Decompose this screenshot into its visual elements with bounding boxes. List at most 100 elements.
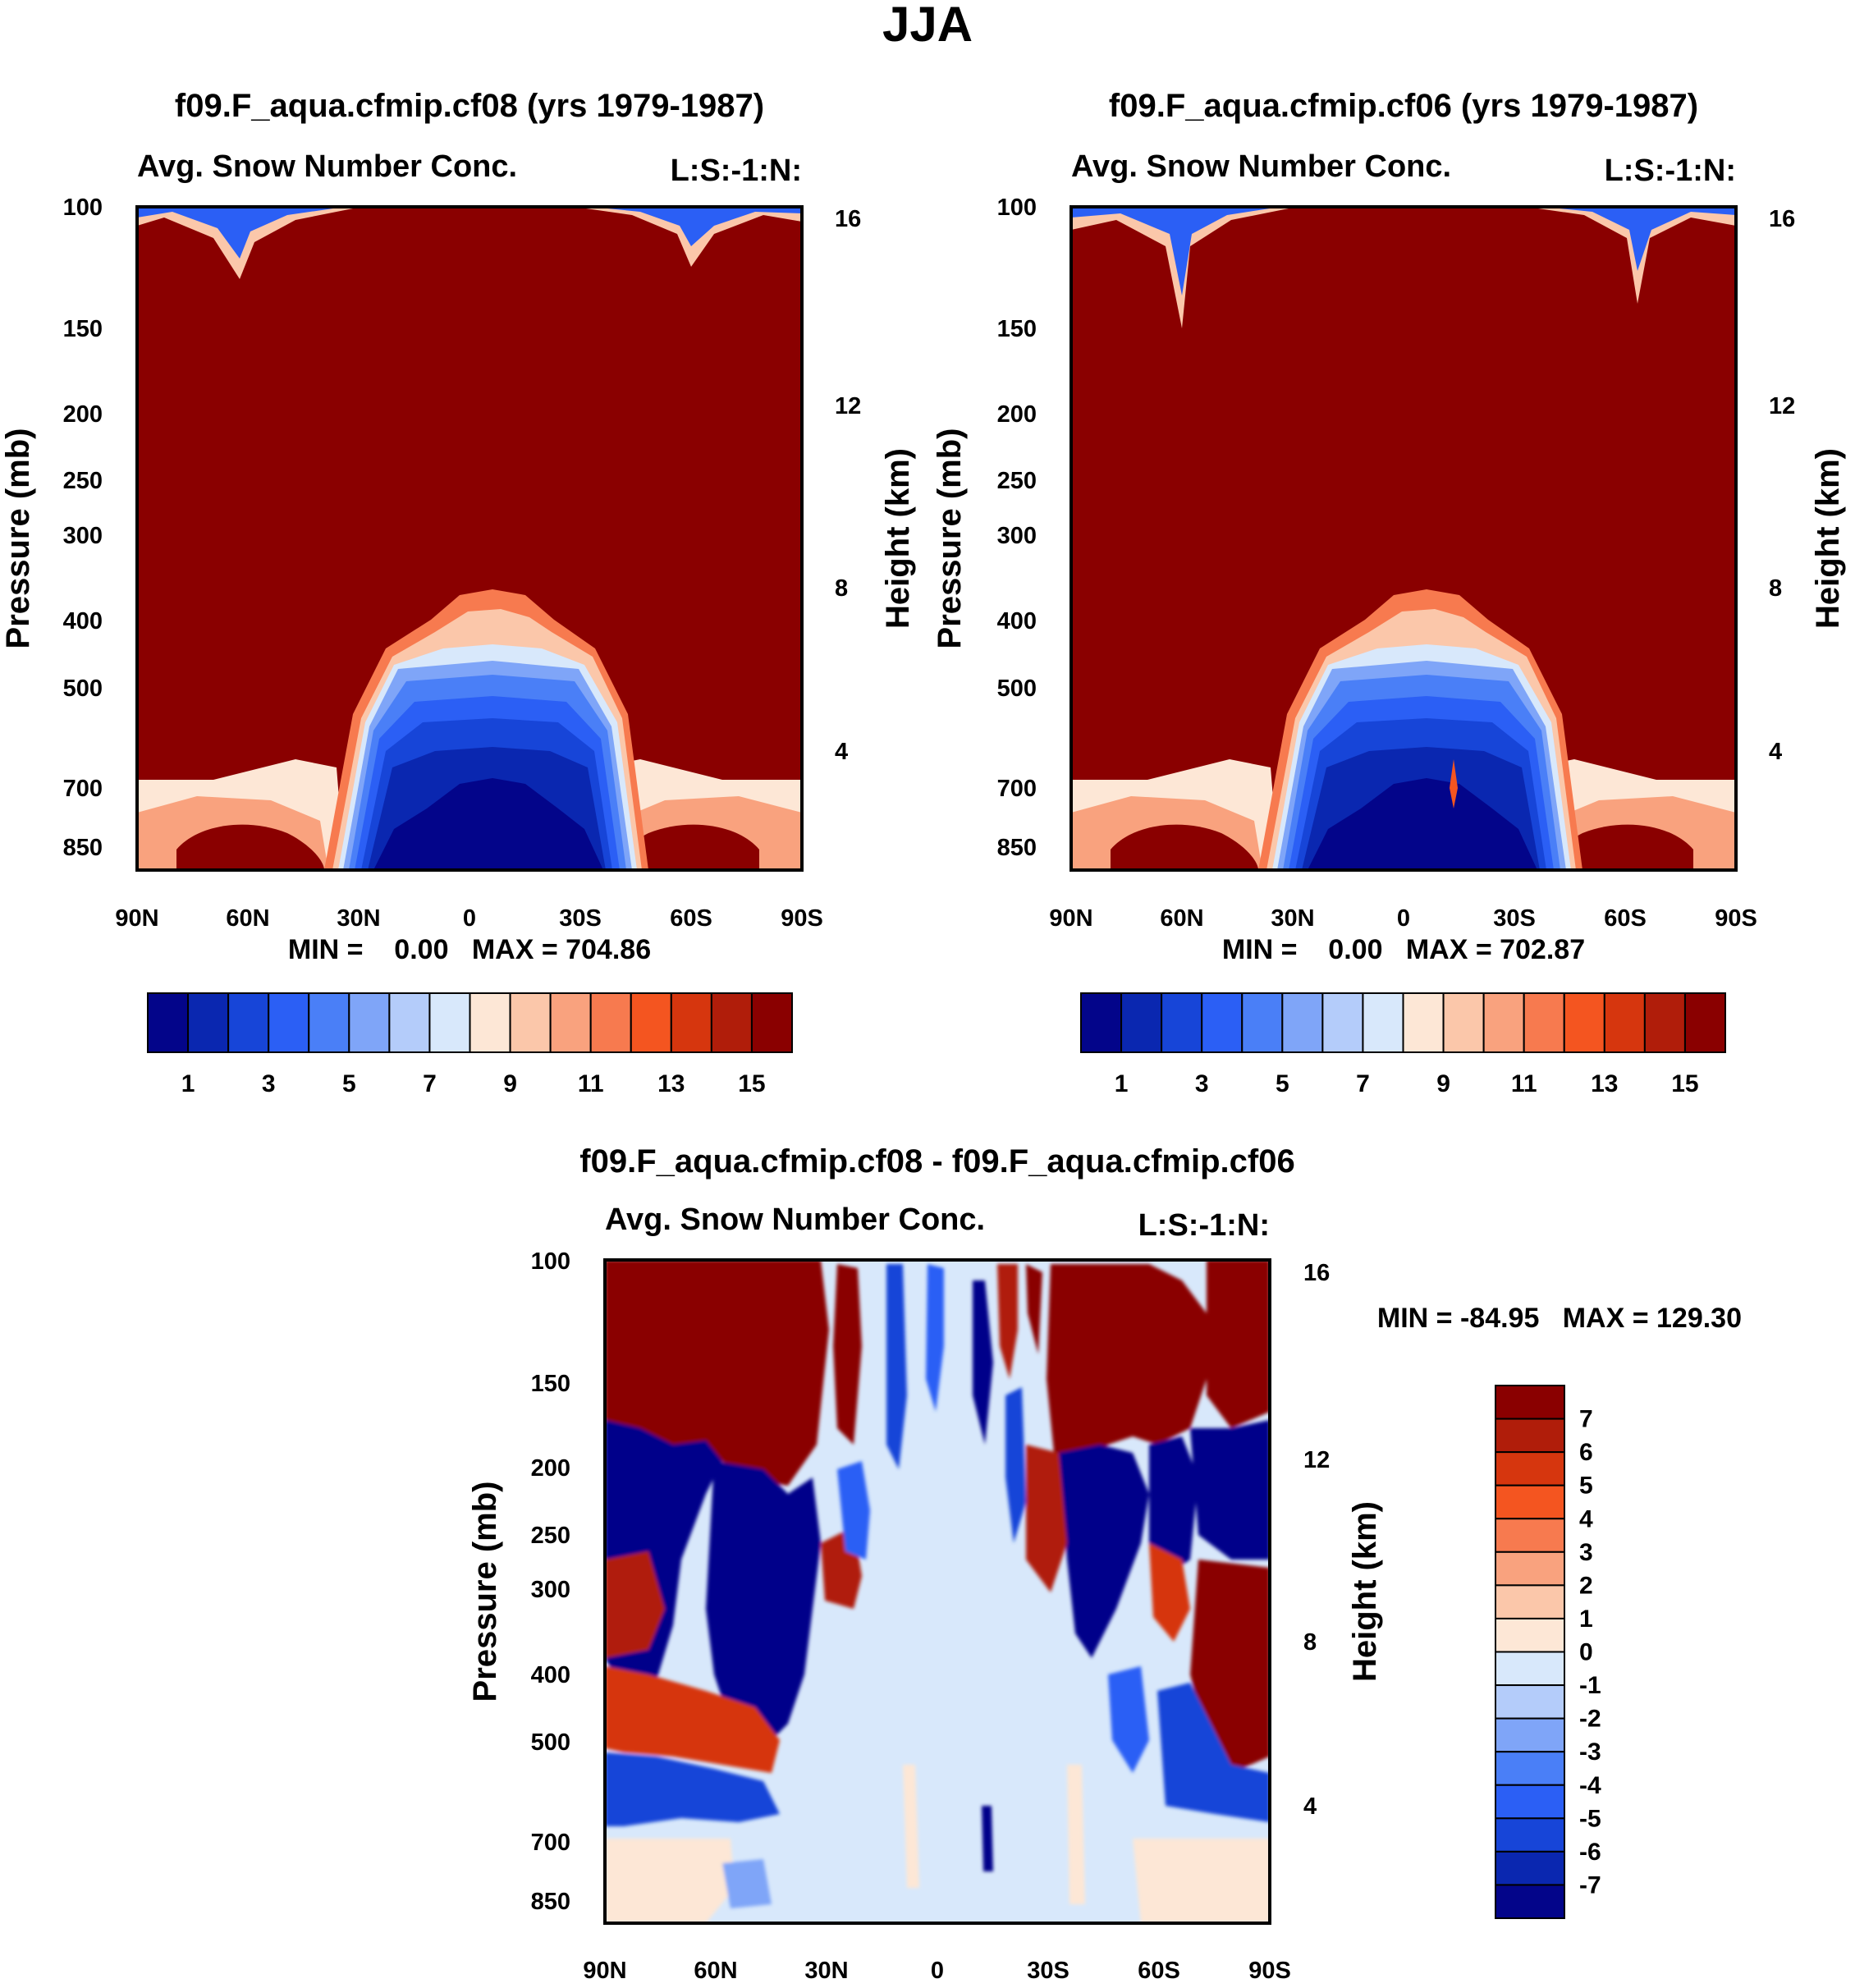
panel-title: f09.F_aqua.cfmip.cf08 (yrs 1979-1987) xyxy=(175,88,764,124)
panel-cf06: f09.F_aqua.cfmip.cf06 (yrs 1979-1987) Av… xyxy=(932,88,1846,1097)
y-right-tick-label: 12 xyxy=(1769,393,1795,419)
blob-red xyxy=(1026,1445,1067,1592)
x-tick-label: 90S xyxy=(1248,1958,1291,1984)
y-right-tick-label: 16 xyxy=(1769,206,1795,232)
colorbar-swatch xyxy=(1080,992,1123,1053)
blob-red xyxy=(1026,1264,1042,1354)
colorbar-label: 5 xyxy=(1579,1473,1593,1500)
colorbar-swatch xyxy=(308,992,350,1053)
colorbar-swatch xyxy=(268,992,310,1053)
panel-cf08: f09.F_aqua.cfmip.cf08 (yrs 1979-1987) Av… xyxy=(0,88,916,1097)
colorbar: 7 6 5 4 3 2 1 0 -1 -2 -3 -4 -5 -6 -7 xyxy=(1495,1385,1601,1919)
blob-red xyxy=(833,1264,862,1445)
top-dip-left-inner xyxy=(1071,207,1280,295)
blob-pale-red xyxy=(1067,1765,1085,1904)
colorbar-swatch xyxy=(1563,992,1605,1053)
x-axis: 90N 60N 30N 0 30S 60S 90S xyxy=(1049,905,1757,932)
colorbar-swatch xyxy=(1201,992,1244,1053)
x-tick-label: 30S xyxy=(559,905,602,932)
blob-blue xyxy=(1157,1683,1270,1822)
blob-blue xyxy=(1190,1420,1270,1560)
x-tick-label: 90N xyxy=(115,905,158,932)
colorbar-swatch xyxy=(1120,992,1163,1053)
y-tick-label: 150 xyxy=(531,1371,570,1397)
top-dip-right-inner xyxy=(1543,207,1736,271)
y-tick-label: 850 xyxy=(997,835,1037,861)
panel-subtitle-left: Avg. Snow Number Conc. xyxy=(137,149,517,184)
colorbar-swatch xyxy=(1495,1651,1565,1687)
colorbar-swatch xyxy=(1495,1518,1565,1553)
colorbar-swatch xyxy=(1495,1850,1565,1886)
y-tick-label: 250 xyxy=(63,468,103,494)
colorbar-swatch xyxy=(1495,1684,1565,1720)
colorbar-swatch xyxy=(1495,1617,1565,1653)
colorbar-label: 7 xyxy=(423,1070,437,1097)
y-tick-label: 150 xyxy=(997,316,1037,342)
colorbar-label: 15 xyxy=(1671,1070,1698,1097)
y-right-tick-label: 12 xyxy=(835,393,861,419)
y-tick-label: 500 xyxy=(531,1729,570,1756)
panel-subtitle-right: L:S:-1:N: xyxy=(671,153,802,188)
panel-difference: f09.F_aqua.cfmip.cf08 - f09.F_aqua.cfmip… xyxy=(467,1143,1742,1984)
colorbar-label: 0 xyxy=(1579,1639,1593,1666)
colorbar-swatch xyxy=(1495,1717,1565,1753)
min-max-label: MIN = 0.00 MAX = 702.87 xyxy=(1222,934,1585,965)
colorbar-label: -1 xyxy=(1579,1672,1601,1699)
panel-subtitle-right: L:S:-1:N: xyxy=(1605,153,1736,188)
y-axis-title: Pressure (mb) xyxy=(467,1482,503,1702)
colorbar-swatch xyxy=(1495,1451,1565,1486)
y-right-tick-label: 8 xyxy=(1303,1629,1317,1656)
colorbar-swatch xyxy=(1495,1418,1565,1454)
blob-blue xyxy=(722,1859,772,1908)
blob-red xyxy=(1149,1543,1190,1642)
blob-blue xyxy=(706,1461,821,1748)
x-tick-label: 60N xyxy=(694,1958,737,1984)
colorbar-label: 9 xyxy=(1436,1070,1450,1097)
low-band-left-core xyxy=(1111,824,1258,870)
low-band-right-core xyxy=(1546,824,1693,870)
colorbar-swatch xyxy=(1281,992,1324,1053)
colorbar-swatch xyxy=(1495,1385,1565,1420)
colorbar-label: -3 xyxy=(1579,1738,1601,1766)
colorbar-label: 2 xyxy=(1579,1572,1593,1599)
contour-field xyxy=(605,1260,1270,1923)
y-axis-title: Pressure (mb) xyxy=(932,428,968,649)
y-tick-label: 100 xyxy=(63,195,103,221)
panel-title: f09.F_aqua.cfmip.cf06 (yrs 1979-1987) xyxy=(1109,88,1698,124)
blob-blue xyxy=(1005,1387,1026,1543)
x-tick-label: 30S xyxy=(1027,1958,1069,1984)
blob-blue xyxy=(926,1264,944,1412)
colorbar-swatch xyxy=(1321,992,1364,1053)
y-tick-label: 850 xyxy=(531,1889,570,1915)
top-dip-right xyxy=(1527,207,1736,304)
colorbar-swatch xyxy=(1495,1584,1565,1619)
blob-red xyxy=(1207,1260,1270,1428)
dome-core xyxy=(1308,778,1537,870)
colorbar-label: 5 xyxy=(1276,1070,1289,1097)
colorbar-label: 11 xyxy=(578,1070,604,1097)
x-tick-label: 60S xyxy=(1604,905,1647,932)
colorbar-swatch xyxy=(1495,1751,1565,1786)
colorbar-label: 7 xyxy=(1579,1406,1593,1433)
colorbar-swatch xyxy=(1643,992,1686,1053)
y-right-tick-label: 4 xyxy=(1303,1793,1317,1820)
colorbar-swatch xyxy=(670,992,712,1053)
colorbar-label: 5 xyxy=(342,1070,356,1097)
y-tick-label: 400 xyxy=(531,1662,570,1688)
colorbar-swatch xyxy=(750,992,793,1053)
colorbar-label: 11 xyxy=(1511,1070,1537,1097)
top-dip-left xyxy=(137,207,361,279)
colorbar-label: 6 xyxy=(1579,1439,1593,1466)
min-max-label: MIN = -84.95 MAX = 129.30 xyxy=(1377,1303,1742,1334)
colorbar-swatch xyxy=(1442,992,1485,1053)
y-right-tick-label: 4 xyxy=(835,739,848,765)
y-tick-label: 700 xyxy=(997,776,1037,802)
y-right-axis-title: Height (km) xyxy=(880,448,916,629)
x-tick-label: 0 xyxy=(1397,905,1410,932)
y-axis-pressure: 100 150 200 250 300 400 500 700 850 xyxy=(63,195,103,861)
y-axis-height: 16 12 8 4 xyxy=(1769,206,1795,765)
colorbar-label: 3 xyxy=(1579,1539,1593,1566)
y-tick-label: 200 xyxy=(997,401,1037,428)
y-right-tick-label: 16 xyxy=(835,206,861,232)
